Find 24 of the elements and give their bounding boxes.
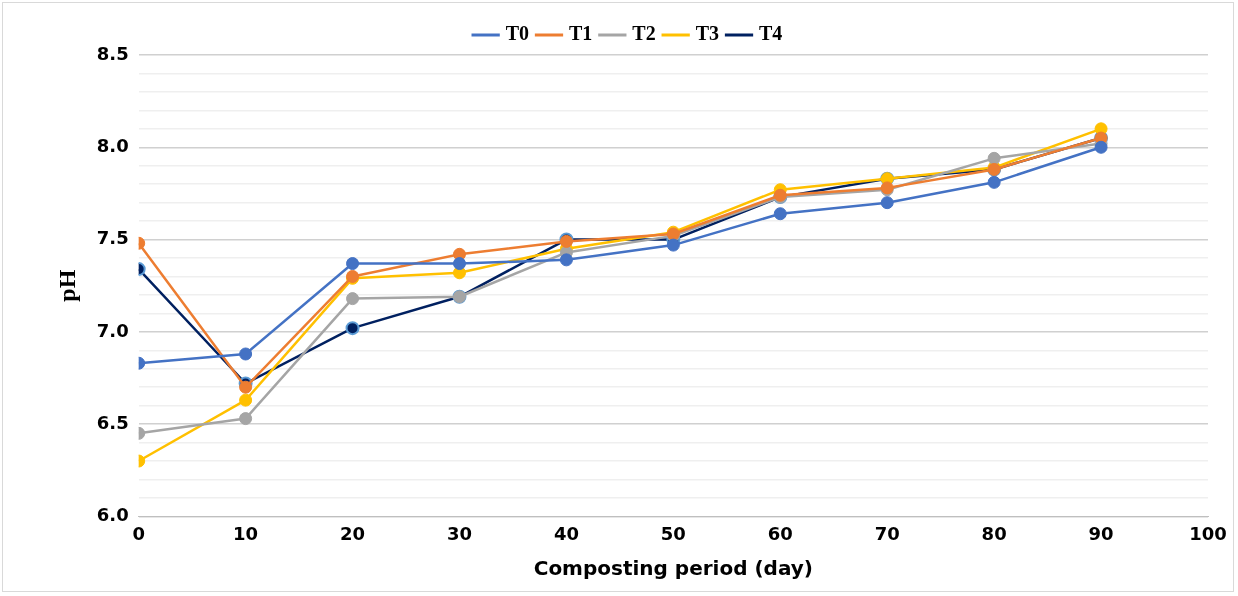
x-axis-title: Composting period (day): [533, 556, 813, 581]
legend-label: T0: [505, 22, 529, 45]
y-tick-label: 6.0: [96, 504, 129, 526]
x-tick-label: 60: [767, 522, 793, 544]
x-tick-label: 0: [132, 522, 145, 544]
x-tick-label: 20: [340, 522, 366, 544]
x-tick-label: 40: [553, 522, 579, 544]
x-tick-label: 90: [1088, 522, 1114, 544]
x-tick-label: 70: [874, 522, 900, 544]
y-tick-label: 7.0: [96, 319, 129, 341]
y-axis-title: pH: [53, 269, 80, 302]
x-tick-label: 30: [446, 522, 473, 544]
x-tick-label: 10: [233, 522, 259, 544]
y-tick-label: 8.5: [96, 42, 129, 64]
legend-label: T1: [568, 22, 593, 45]
y-tick-label: 6.5: [96, 411, 129, 433]
x-tick-label: 100: [1189, 522, 1227, 544]
legend-label: T2: [632, 22, 656, 45]
x-tick-label: 50: [660, 522, 686, 544]
y-tick-label: 8.0: [96, 134, 129, 156]
legend-label: T4: [759, 22, 783, 45]
x-tick-label: 80: [981, 522, 1007, 544]
y-tick-label: 7.5: [96, 227, 129, 249]
legend-label: T3: [695, 22, 720, 45]
